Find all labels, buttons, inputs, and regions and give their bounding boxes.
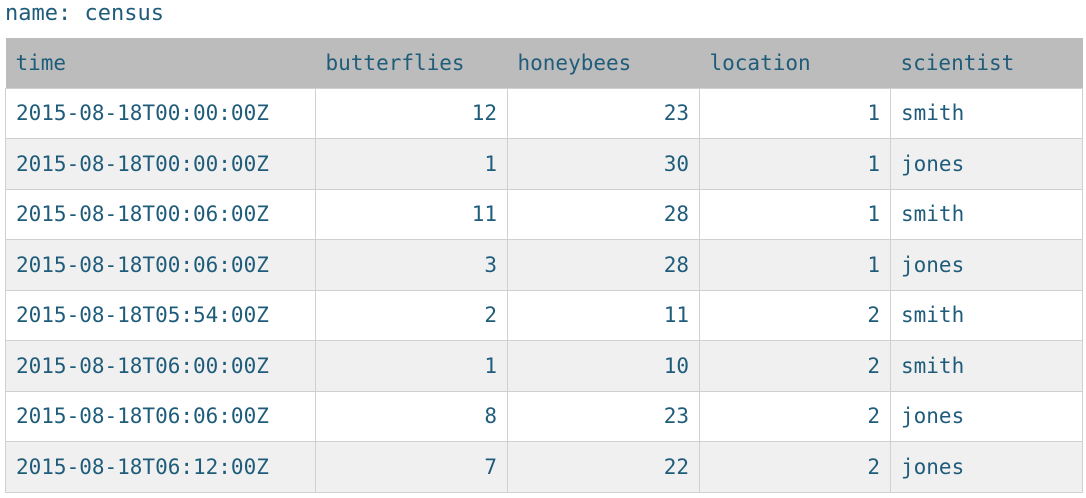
cell-butterflies: 11 xyxy=(315,188,508,240)
cell-scientist: jones xyxy=(890,239,1083,291)
cell-location: 2 xyxy=(699,441,891,493)
series-name: name: census xyxy=(5,1,164,26)
table-row: 2015-08-18T06:00:00Z 1 10 2 smith xyxy=(5,340,1083,392)
cell-location: 1 xyxy=(699,188,891,240)
cell-honeybees: 10 xyxy=(507,340,700,392)
table-row: 2015-08-18T05:54:00Z 2 11 2 smith xyxy=(5,289,1083,341)
column-header-scientist: scientist xyxy=(890,38,1083,88)
cell-time: 2015-08-18T06:12:00Z xyxy=(5,441,316,493)
table-row: 2015-08-18T00:06:00Z 3 28 1 jones xyxy=(5,239,1083,291)
cell-scientist: smith xyxy=(890,340,1083,392)
cell-honeybees: 22 xyxy=(507,441,700,493)
cell-location: 2 xyxy=(699,390,891,442)
cell-location: 1 xyxy=(699,87,891,139)
cell-scientist: smith xyxy=(890,188,1083,240)
table-row: 2015-08-18T00:00:00Z 1 30 1 jones xyxy=(5,138,1083,190)
cell-time: 2015-08-18T00:00:00Z xyxy=(5,138,316,190)
cell-honeybees: 30 xyxy=(507,138,700,190)
table-row: 2015-08-18T00:06:00Z 11 28 1 smith xyxy=(5,188,1083,240)
cell-scientist: smith xyxy=(890,289,1083,341)
cell-time: 2015-08-18T00:06:00Z xyxy=(5,239,316,291)
cell-time: 2015-08-18T06:06:00Z xyxy=(5,390,316,442)
cell-location: 2 xyxy=(699,340,891,392)
cell-honeybees: 28 xyxy=(507,239,700,291)
column-header-honeybees: honeybees xyxy=(507,38,700,88)
cell-honeybees: 23 xyxy=(507,390,700,442)
column-header-location: location xyxy=(699,38,891,88)
cell-location: 1 xyxy=(699,138,891,190)
table-row: 2015-08-18T00:00:00Z 12 23 1 smith xyxy=(5,87,1083,139)
cell-location: 1 xyxy=(699,239,891,291)
cell-location: 2 xyxy=(699,289,891,341)
cell-time: 2015-08-18T00:06:00Z xyxy=(5,188,316,240)
cell-butterflies: 3 xyxy=(315,239,508,291)
cell-butterflies: 1 xyxy=(315,340,508,392)
column-header-time: time xyxy=(5,38,316,88)
table-row: 2015-08-18T06:06:00Z 8 23 2 jones xyxy=(5,390,1083,442)
cell-honeybees: 28 xyxy=(507,188,700,240)
header-row: time butterflies honeybees location scie… xyxy=(5,38,1083,88)
cell-butterflies: 12 xyxy=(315,87,508,139)
cell-scientist: jones xyxy=(890,138,1083,190)
cell-honeybees: 23 xyxy=(507,87,700,139)
cell-time: 2015-08-18T00:00:00Z xyxy=(5,87,316,139)
column-header-butterflies: butterflies xyxy=(315,38,508,88)
cell-scientist: jones xyxy=(890,441,1083,493)
cell-time: 2015-08-18T06:00:00Z xyxy=(5,340,316,392)
cell-time: 2015-08-18T05:54:00Z xyxy=(5,289,316,341)
results-table: time butterflies honeybees location scie… xyxy=(5,38,1083,493)
table-row: 2015-08-18T06:12:00Z 7 22 2 jones xyxy=(5,441,1083,493)
cell-butterflies: 2 xyxy=(315,289,508,341)
cell-butterflies: 1 xyxy=(315,138,508,190)
cell-butterflies: 8 xyxy=(315,390,508,442)
cell-butterflies: 7 xyxy=(315,441,508,493)
cell-scientist: jones xyxy=(890,390,1083,442)
cell-honeybees: 11 xyxy=(507,289,700,341)
cell-scientist: smith xyxy=(890,87,1083,139)
